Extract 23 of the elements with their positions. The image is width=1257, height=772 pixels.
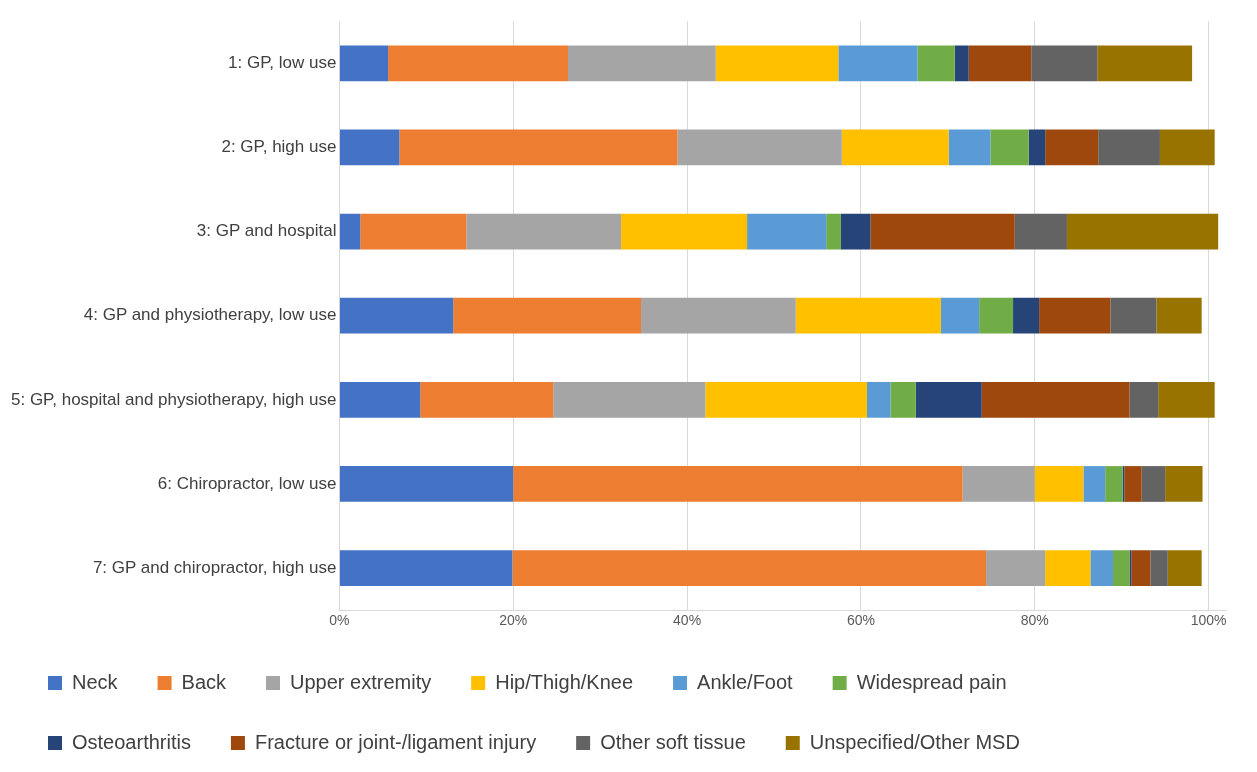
x-tick-label: 60% bbox=[846, 612, 875, 629]
legend-label: Osteoarthritis bbox=[72, 730, 191, 753]
legend-label: Widespread pain bbox=[856, 670, 1007, 693]
x-tick-label: 0% bbox=[329, 612, 350, 629]
y-tick-label: 5: GP, hospital and physiotherapy, high use bbox=[10, 389, 337, 409]
legend-label: Back bbox=[181, 670, 228, 693]
y-tick-label: 1: GP, low use bbox=[228, 52, 337, 72]
legend-label: Upper extremity bbox=[290, 670, 432, 693]
legend-label: Fracture or joint-/ligament injury bbox=[254, 730, 537, 753]
legend-label: Other soft tissue bbox=[600, 730, 746, 753]
y-tick-label: 7: GP and chiropractor, high use bbox=[92, 557, 337, 577]
x-tick-label: 80% bbox=[1020, 612, 1049, 629]
x-tick-label: 40% bbox=[673, 612, 702, 629]
y-tick-label: 6: Chiropractor, low use bbox=[157, 473, 337, 493]
y-tick-label: 3: GP and hospital bbox=[196, 221, 337, 241]
x-tick-label: 100% bbox=[1190, 612, 1227, 629]
y-tick-label: 2: GP, high use bbox=[221, 137, 337, 157]
legend-label: Hip/Thigh/Knee bbox=[495, 670, 634, 693]
legend-label: Neck bbox=[72, 670, 119, 693]
legend-label: Unspecified/Other MSD bbox=[809, 730, 1020, 753]
y-tick-label: 4: GP and physiotherapy, low use bbox=[83, 305, 337, 325]
legend-label: Ankle/Foot bbox=[697, 670, 794, 693]
x-tick-label: 20% bbox=[499, 612, 528, 629]
